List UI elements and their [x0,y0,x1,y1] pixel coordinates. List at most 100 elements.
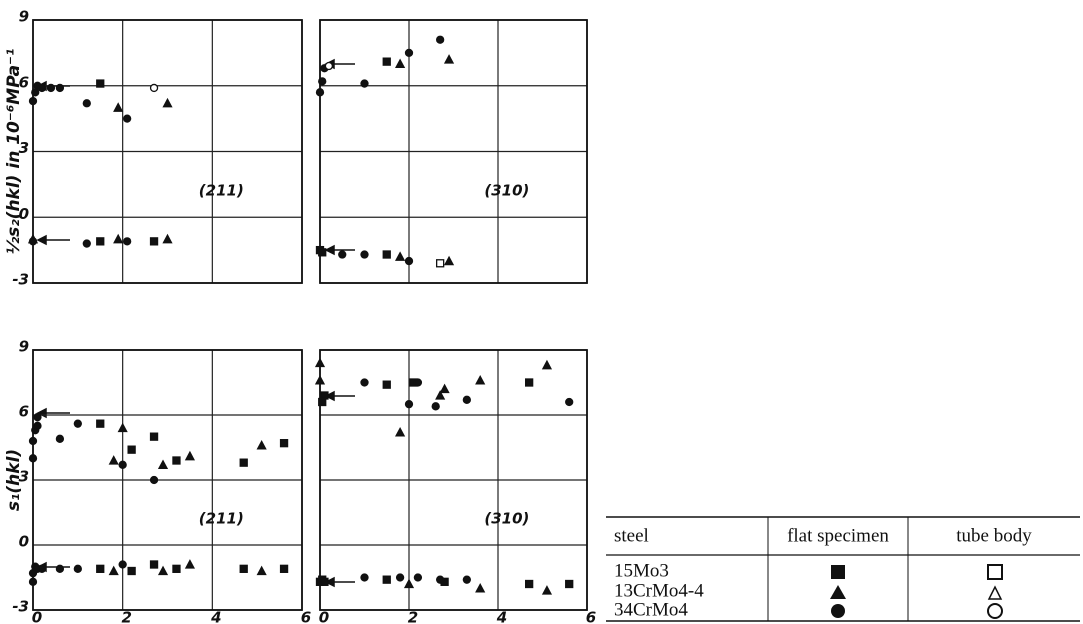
point [314,374,326,385]
y-tick-label: 3 [19,139,29,157]
point [113,233,124,244]
point [157,565,169,576]
table-header: tube body [956,525,1032,546]
point [435,390,446,400]
x-tick-label: 0 [319,609,329,624]
point [149,560,159,569]
panel-annotation: (211) [199,510,244,528]
panel-annotation: (211) [199,181,244,199]
plot-frame [32,349,303,611]
point [404,256,414,266]
point [96,79,105,88]
point [318,397,327,407]
point [435,35,445,44]
point [28,436,38,446]
point [149,432,159,441]
point [28,237,38,246]
point [37,83,47,93]
reference-arrows [36,58,355,588]
point [475,582,486,593]
point [28,577,38,586]
x-tick-label: 6 [301,609,311,624]
point [382,575,391,584]
point [431,402,440,411]
y-tick-label: -3 [12,271,29,289]
table-cell: 15Mo3 [614,560,669,581]
point [443,255,455,266]
point [113,102,124,112]
point [382,250,391,259]
point [28,96,38,106]
point [462,395,472,404]
point [525,378,534,387]
point [404,48,414,58]
legend-symbol [830,585,846,599]
point [395,426,406,437]
point [404,400,414,409]
point [315,88,325,97]
point [157,459,169,469]
plot-frame [319,349,588,611]
point [33,413,42,422]
panel-annotation: (310) [484,510,529,528]
point [314,357,326,368]
point [525,579,534,589]
point [360,378,369,387]
point [184,559,196,569]
point [565,579,574,589]
legend-symbol [987,585,1003,600]
legend-table: steel flat specimen tube body 15Mo3 13Cr… [606,516,1080,622]
plot-frame [319,19,588,284]
point [108,455,119,465]
point [256,565,267,576]
point [338,250,347,259]
y-tick-label: -3 [12,598,29,616]
y-tick-label: 0 [19,533,29,551]
point [108,565,119,576]
point [435,259,445,268]
point [541,359,553,370]
point [55,83,65,93]
point [28,454,38,463]
point [127,445,136,454]
point [184,450,196,461]
point [96,564,105,573]
point [413,378,423,387]
point [439,383,450,394]
point [123,237,132,246]
point [541,585,553,595]
y-tick-label: 9 [19,8,29,26]
point [149,475,159,485]
point [172,456,181,465]
x-tick-label: 0 [32,609,42,624]
point [462,575,472,584]
point [382,380,391,389]
point [117,422,128,433]
legend-symbol [831,604,845,618]
y-axis-label: ½s₂(hkl) in 10⁻⁶MPa⁻¹ [4,49,24,255]
legend-symbol [987,603,1003,619]
point [395,58,406,68]
point [279,439,289,448]
point [149,237,159,246]
point [162,97,173,108]
point [360,79,369,88]
table-cell: 34CrMo4 [614,599,688,620]
point [318,248,327,257]
x-tick-label: 2 [408,609,418,624]
point [256,439,267,450]
panel-annotation: (310) [484,181,529,199]
point [565,397,574,407]
point [360,573,369,582]
point [403,578,415,589]
point [239,564,248,573]
table-header: steel [614,525,649,546]
x-tick-label: 6 [586,609,596,624]
point [55,564,65,573]
point [118,560,127,569]
point [46,83,56,93]
point [443,54,455,64]
point [413,573,423,582]
y-tick-label: 9 [19,338,29,356]
legend-symbol [987,564,1003,580]
